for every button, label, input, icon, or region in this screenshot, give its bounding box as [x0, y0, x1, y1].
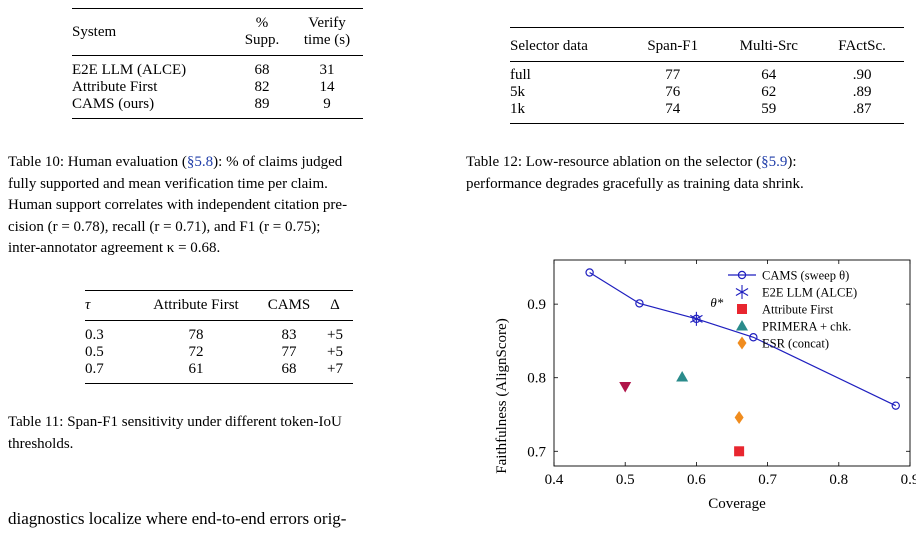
table-10-header-system: System	[72, 23, 117, 40]
legend-marker	[735, 285, 749, 299]
x-tick-label: 0.5	[616, 472, 635, 488]
legend-label: CAMS (sweep θ)	[762, 269, 849, 283]
legend-label: ESR (concat)	[762, 337, 829, 351]
y-tick-label: 0.9	[527, 297, 546, 313]
table-12-header-fact: FActSc.	[838, 38, 886, 54]
table-row: 0.5 72 77 +5	[85, 344, 343, 360]
table-11-header-delta: Δ	[330, 297, 340, 313]
table-12-header-multi: Multi-Src	[739, 38, 798, 54]
table-11: τ Attribute First CAMS Δ 0.3 78 83 +5 0.…	[85, 290, 353, 384]
y-tick-label: 0.7	[527, 444, 546, 460]
x-tick-label: 0.4	[545, 472, 564, 488]
data-point	[635, 299, 644, 308]
legend-label: Attribute First	[762, 303, 834, 317]
chart-ticks: 0.4 0.5 0.6 0.7 0.8 0.9 0.7 0.8 0.9	[527, 260, 916, 488]
data-point	[734, 446, 745, 457]
body-text: diagnostics localize where end-to-end er…	[8, 509, 347, 528]
legend-label: E2E LLM (ALCE)	[762, 286, 857, 300]
theta-star-annotation: θ*	[710, 295, 723, 310]
table-10-header-supp: % Supp.	[244, 15, 280, 48]
table-row: Attribute First 82 14	[72, 79, 335, 95]
legend-marker	[736, 320, 748, 331]
table-10-header-time: Verify time (s)	[303, 15, 351, 48]
section-link[interactable]: §5.9	[761, 154, 788, 170]
x-axis-label: Coverage	[708, 496, 766, 512]
table-11-header-af: Attribute First	[153, 297, 239, 313]
faithfulness-coverage-chart: 0.4 0.5 0.6 0.7 0.8 0.9 0.7 0.8 0.9 CAMS (sweep …	[494, 259, 916, 512]
table-row: full 77 64 .90	[510, 61, 904, 85]
legend-marker	[737, 270, 747, 280]
data-point	[619, 382, 632, 393]
table-row: 1k 74 59 .87	[510, 101, 904, 124]
table-11-caption: Table 11: Span-F1 sensitivity under diff…	[8, 414, 342, 452]
x-tick-label: 0.8	[829, 472, 848, 488]
data-point	[690, 311, 703, 326]
y-tick-label: 0.8	[527, 371, 546, 387]
legend-marker	[737, 304, 747, 314]
section-link[interactable]: §5.8	[186, 154, 214, 170]
chart-series	[585, 268, 900, 457]
data-point	[585, 268, 594, 277]
table-12-header-span: Span-F1	[647, 38, 699, 54]
chart-legend: CAMS (sweep θ) E2E LLM (ALCE) Attribute Fi…	[728, 269, 857, 351]
chart-frame	[553, 259, 911, 467]
x-tick-label: 0.9	[901, 472, 916, 488]
legend-marker	[737, 336, 747, 350]
table-row: 5k 76 62 .89	[510, 84, 872, 100]
table-12-caption: Table 12: Low-resource ablation on the s…	[466, 154, 804, 192]
table-12-header-data: Selector data	[510, 38, 588, 54]
data-point	[734, 410, 744, 424]
legend-label: PRIMERA + chk.	[762, 320, 851, 334]
data-point	[891, 401, 900, 410]
data-point	[676, 370, 689, 382]
table-row: E2E LLM (ALCE) 68 31	[72, 55, 363, 80]
y-axis-label: Faithfulness (AlignScore)	[494, 318, 510, 473]
table-11-header-tau: τ	[85, 297, 91, 313]
x-tick-label: 0.7	[758, 472, 777, 488]
table-row: CAMS (ours) 89 9	[72, 96, 363, 119]
data-point	[749, 333, 758, 342]
table-row: 0.3 78 83 +5	[85, 320, 353, 345]
table-10-caption: Table 10: Human evaluation (§5.8): % of …	[8, 154, 348, 256]
x-tick-label: 0.6	[687, 472, 706, 488]
table-10: System % Supp. Verify time (s) E2E LLM (…	[72, 8, 363, 119]
table-12: Selector data Span-F1 Multi-Src FActSc. …	[510, 27, 904, 124]
plot-area	[553, 259, 911, 467]
table-11-header-cams: CAMS	[267, 297, 311, 313]
table-row: 0.7 61 68 +7	[85, 361, 353, 384]
